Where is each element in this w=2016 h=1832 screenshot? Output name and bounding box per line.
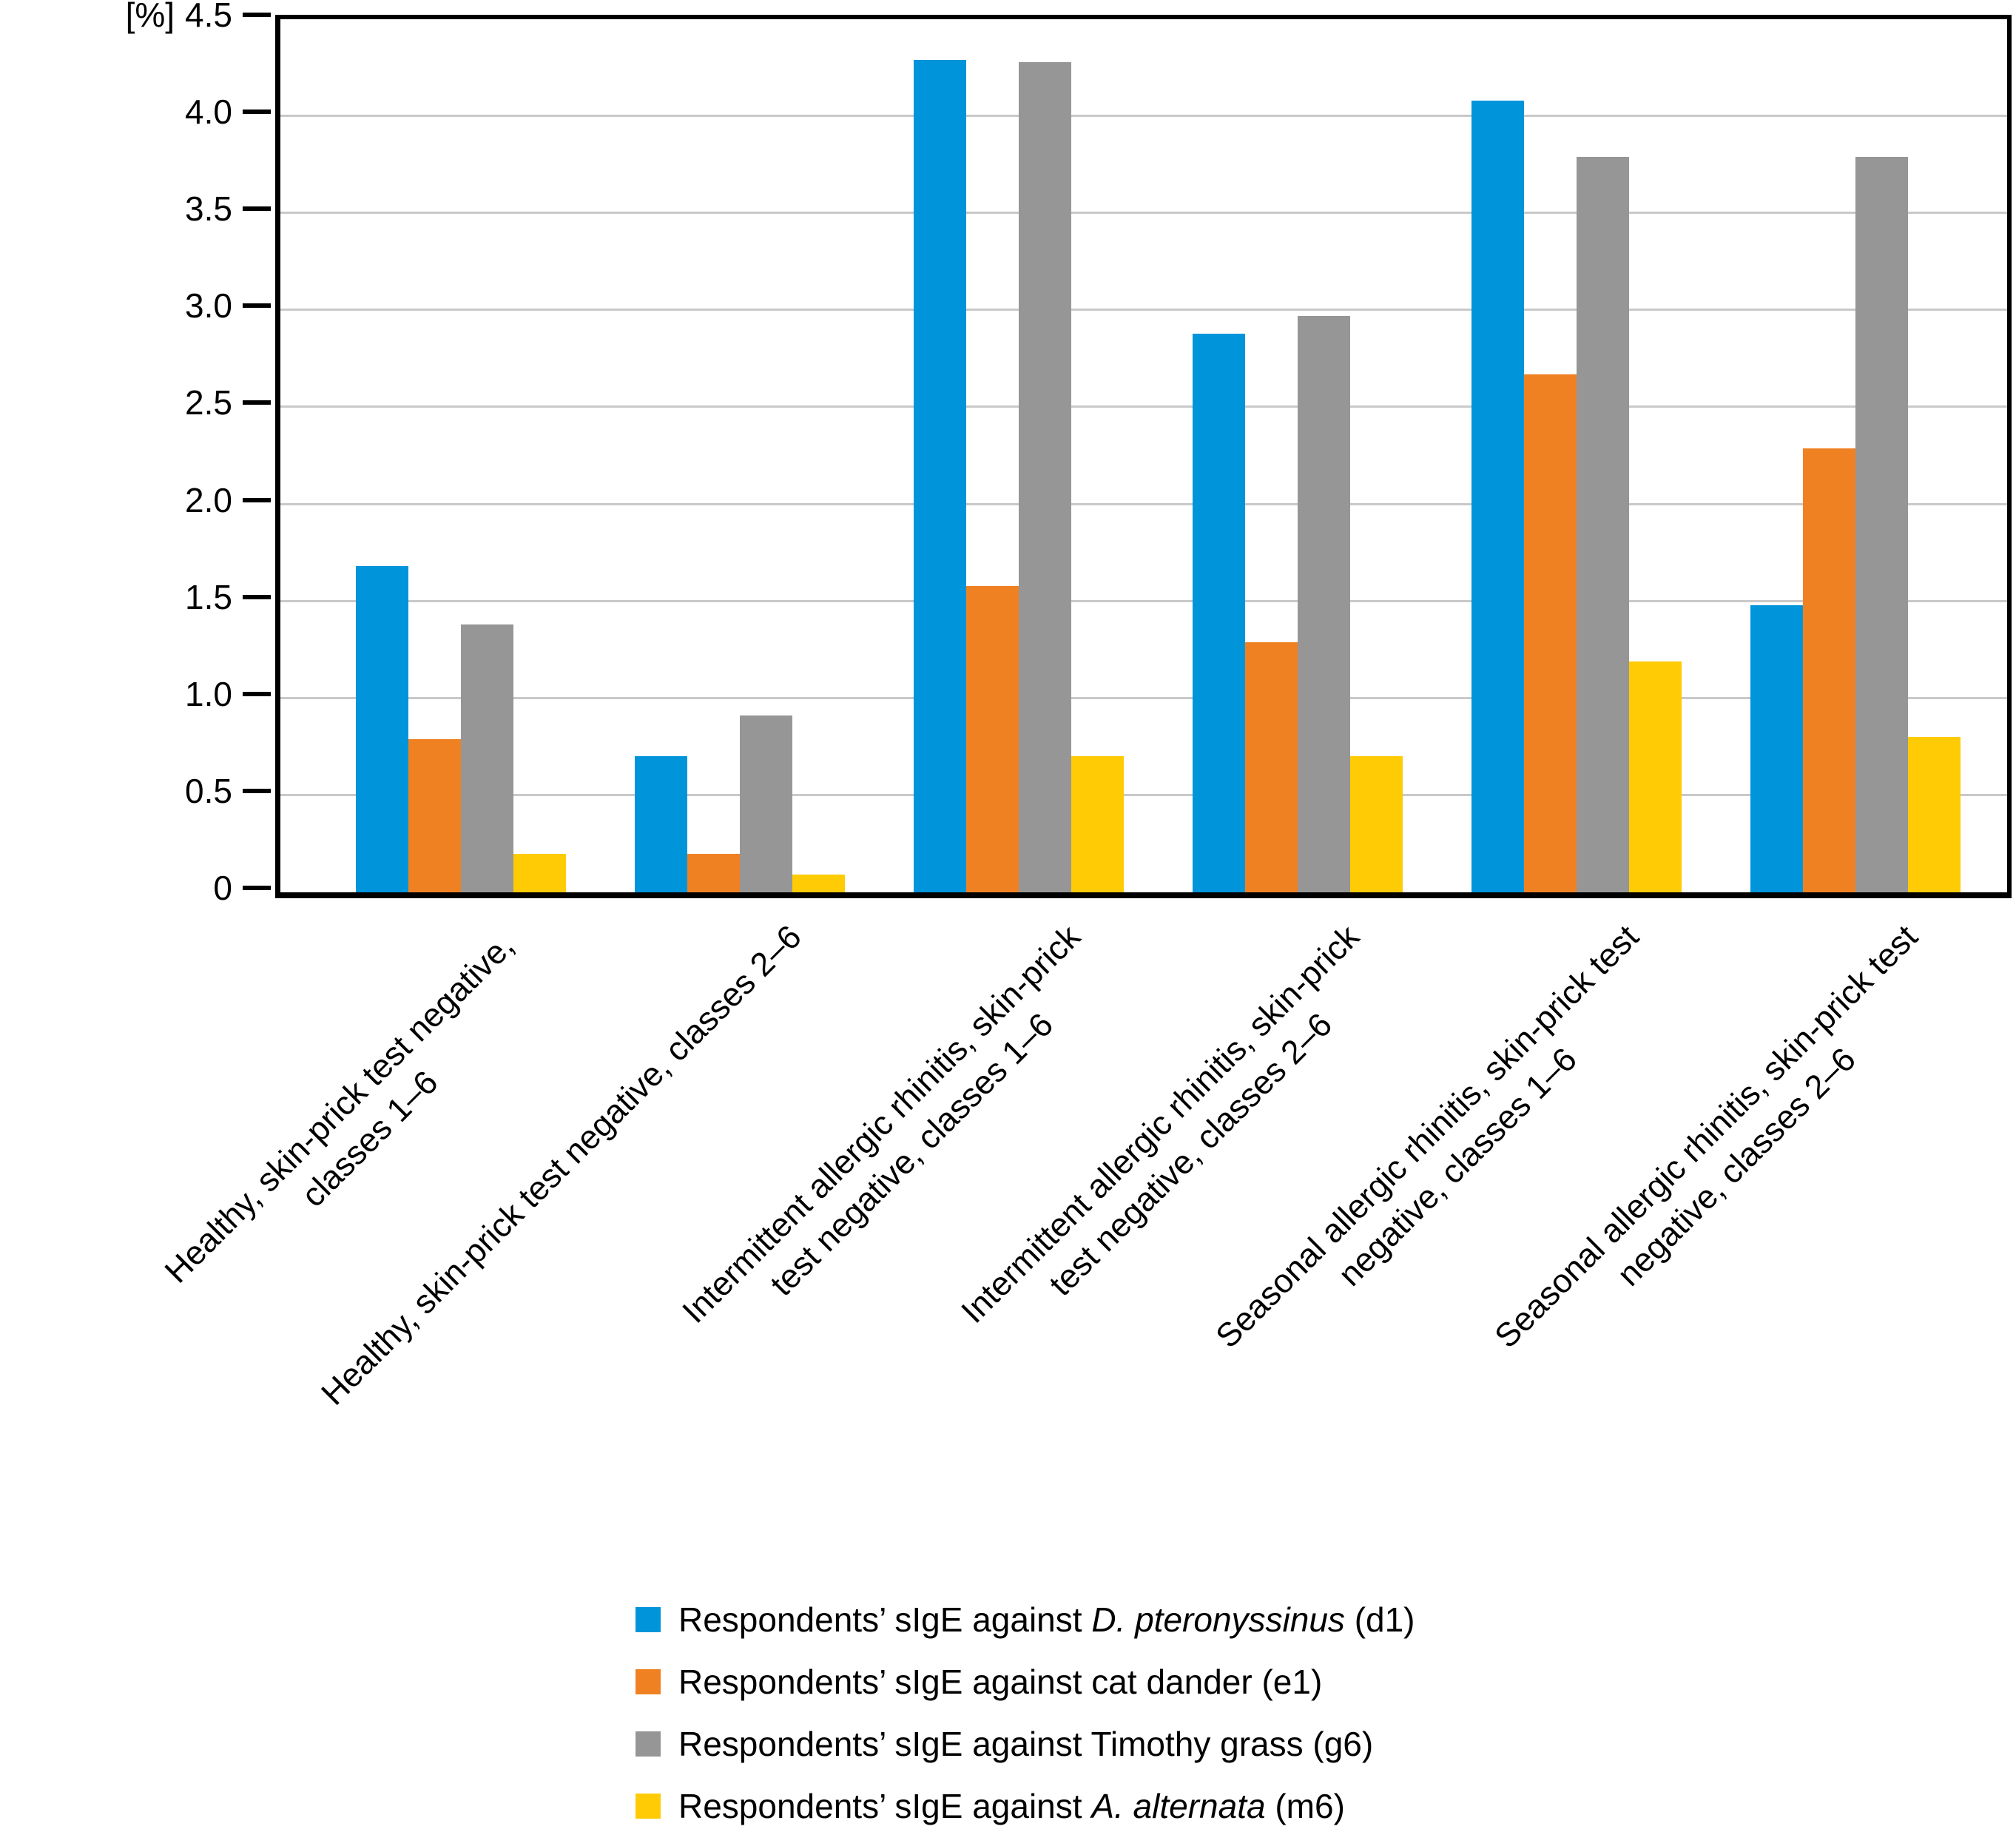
- bar-d1-group4: [1193, 333, 1245, 892]
- y-axis-tick-label: 1.5: [40, 580, 232, 614]
- legend-item: Respondents’ sIgE against cat dander (e1…: [636, 1661, 1322, 1703]
- y-axis-tick: [243, 13, 271, 17]
- legend-label-code: (e1): [1252, 1663, 1323, 1701]
- gridline: [280, 115, 2007, 118]
- gridline: [280, 309, 2007, 311]
- gridline: [280, 696, 2007, 699]
- bar-d1-group5: [1471, 101, 1524, 892]
- plot-area: [275, 15, 2012, 898]
- y-axis-tick-label: 4.0: [40, 95, 232, 129]
- legend-label-species: A. alternata: [1091, 1787, 1266, 1825]
- y-axis-tick-value: 0: [213, 869, 232, 907]
- y-axis-tick-label: 0.5: [40, 774, 232, 808]
- bar-m6-group3: [1071, 756, 1124, 892]
- legend-label-code: (g6): [1303, 1725, 1374, 1763]
- bar-d1-group3: [914, 60, 966, 892]
- bar-m6-group5: [1629, 661, 1682, 892]
- y-axis-tick: [243, 691, 271, 696]
- bar-d1-group2: [635, 756, 687, 892]
- bar-m6-group4: [1350, 756, 1403, 892]
- bar-g6-group6: [1855, 157, 1908, 892]
- gridline: [280, 599, 2007, 602]
- legend-swatch-icon: [636, 1669, 661, 1694]
- legend-swatch-icon: [636, 1794, 661, 1819]
- bar-m6-group1: [513, 853, 566, 892]
- bar-g6-group5: [1577, 157, 1629, 892]
- bar-m6-group6: [1908, 737, 1961, 892]
- legend-item: Respondents’ sIgE against D. pteronyssin…: [636, 1599, 1415, 1640]
- bar-m6-group2: [792, 875, 845, 892]
- gridline: [280, 212, 2007, 215]
- legend-label-code: (m6): [1265, 1787, 1345, 1825]
- bar-g6-group3: [1019, 61, 1071, 892]
- y-axis-tick-label: 3.0: [40, 289, 232, 323]
- legend-label-text: Respondents’ sIgE against Timothy grass: [678, 1725, 1304, 1763]
- gridline: [280, 405, 2007, 408]
- y-axis-tick-label: 1.0: [40, 677, 232, 711]
- y-axis-tick: [243, 400, 271, 405]
- bar-g6-group2: [740, 715, 792, 892]
- bar-e1-group6: [1803, 448, 1855, 892]
- bar-g6-group1: [461, 624, 513, 892]
- y-axis-tick-label: [%] 4.5: [40, 0, 232, 32]
- legend-label: Respondents’ sIgE against D. pteronyssin…: [678, 1599, 1415, 1640]
- y-axis-tick: [243, 303, 271, 309]
- y-axis-tick-value: 1.5: [185, 577, 232, 616]
- y-axis-tick: [243, 886, 271, 890]
- gridline: [280, 502, 2007, 505]
- legend-label: Respondents’ sIgE against A. alternata (…: [678, 1785, 1345, 1827]
- y-axis-tick-value: 2.0: [185, 480, 232, 519]
- y-axis-tick: [243, 206, 271, 212]
- bar-e1-group3: [966, 585, 1019, 892]
- legend-label-text: Respondents’ sIgE against cat dander: [678, 1663, 1253, 1701]
- bar-e1-group2: [687, 853, 740, 892]
- bar-d1-group1: [356, 566, 408, 892]
- legend-swatch-icon: [636, 1731, 661, 1757]
- legend-item: Respondents’ sIgE against Timothy grass …: [636, 1723, 1373, 1765]
- legend-label-species: D. pteronyssinus: [1091, 1600, 1345, 1639]
- y-axis-tick-value: 4.0: [185, 92, 232, 132]
- y-axis-tick-value: 2.5: [185, 383, 232, 422]
- y-axis-tick-value: 0.5: [185, 771, 232, 810]
- legend-label-text: Respondents’ sIgE against: [678, 1600, 1092, 1639]
- legend-label-text: Respondents’ sIgE against: [678, 1787, 1092, 1825]
- y-axis-tick-label: 2.0: [40, 483, 232, 517]
- y-axis-tick-label: 2.5: [40, 385, 232, 420]
- y-axis-tick-value: 3.5: [185, 189, 232, 229]
- bar-d1-group6: [1750, 605, 1803, 892]
- y-axis-tick: [243, 497, 271, 502]
- gridline: [280, 793, 2007, 796]
- x-tick-label: Healthy, skin-prick test negative, class…: [157, 926, 522, 1290]
- y-axis-tick-value: 3.0: [185, 286, 232, 326]
- y-axis-tick-label: 3.5: [40, 192, 232, 226]
- bar-e1-group1: [408, 738, 461, 892]
- y-axis-tick-label: 0: [40, 871, 232, 905]
- bar-e1-group4: [1245, 641, 1298, 892]
- y-axis-tick-value: 1.0: [185, 674, 232, 713]
- legend-item: Respondents’ sIgE against A. alternata (…: [636, 1785, 1345, 1827]
- legend-label-code: (d1): [1344, 1600, 1415, 1639]
- legend-label: Respondents’ sIgE against Timothy grass …: [678, 1723, 1373, 1765]
- bar-g6-group4: [1298, 316, 1350, 892]
- legend-swatch-icon: [636, 1607, 661, 1632]
- bar-e1-group5: [1524, 374, 1577, 892]
- y-axis-tick: [243, 788, 271, 793]
- y-axis-tick-value: 4.5: [185, 0, 232, 34]
- y-axis-tick: [243, 110, 271, 115]
- y-axis-tick: [243, 594, 271, 599]
- y-axis-unit-label: [%]: [125, 0, 175, 34]
- legend-label: Respondents’ sIgE against cat dander (e1…: [678, 1661, 1322, 1703]
